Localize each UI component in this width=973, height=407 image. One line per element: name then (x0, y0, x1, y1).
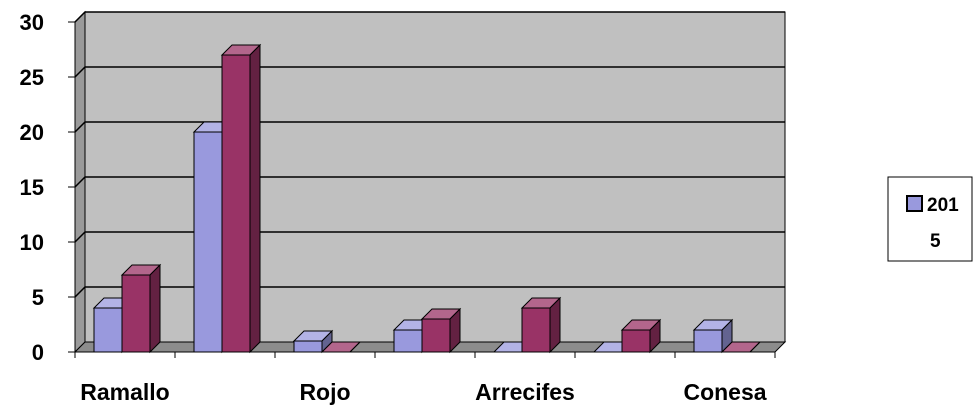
bar-front (221, 54, 251, 353)
legend-entry-line-2: 5 (930, 231, 941, 252)
bar-side (349, 341, 361, 353)
bar-front (93, 307, 123, 353)
y-tick-label: 15 (20, 175, 44, 200)
y-tick-label: 30 (20, 10, 44, 35)
gridline (74, 231, 785, 243)
bar (420, 307, 462, 354)
bar-front (293, 340, 323, 353)
y-tick-label: 10 (20, 230, 44, 255)
gridlines (74, 11, 785, 298)
bar (620, 318, 662, 354)
gridline (74, 66, 785, 78)
bar-side (249, 43, 261, 354)
y-tick-label: 20 (20, 120, 44, 145)
bar (520, 296, 562, 354)
y-axis-tick-labels: 0 5 10 15 20 25 30 (20, 10, 44, 365)
legend-entry-line-1: 201 (927, 195, 959, 216)
legend: 201 5 (887, 176, 973, 262)
bar-side (449, 307, 461, 354)
legend-box (887, 176, 973, 262)
bar-side (549, 296, 561, 354)
bar-front (193, 131, 223, 353)
gridline (74, 176, 785, 188)
bar-side (149, 263, 161, 354)
x-category-label: Ramallo (80, 379, 169, 405)
y-tick-label: 0 (32, 340, 44, 365)
x-category-label: Conesa (683, 379, 766, 405)
x-axis-category-labels: Ramallo Rojo Arrecifes Conesa (80, 379, 766, 405)
bar (720, 341, 762, 353)
legend-swatch (906, 195, 923, 212)
bar-front (421, 318, 451, 353)
gridline (74, 11, 785, 23)
chart-walls (73, 10, 787, 354)
bar-front (393, 329, 423, 353)
bar (292, 329, 334, 354)
bar (220, 43, 262, 354)
y-tick-label: 5 (32, 285, 44, 310)
bar (120, 263, 162, 354)
bar-front (121, 274, 151, 353)
bar-side (749, 341, 761, 353)
bar (692, 318, 734, 354)
bar (320, 341, 362, 353)
x-category-label: Rojo (299, 379, 350, 405)
x-category-label: Arrecifes (475, 379, 575, 405)
bar-front (521, 307, 551, 353)
bar-side (649, 318, 661, 354)
bar-front (621, 329, 651, 353)
y-tick-label: 25 (20, 65, 44, 90)
bars (92, 43, 762, 354)
gridline (74, 286, 785, 298)
bar-front (693, 329, 723, 353)
gridline (74, 121, 785, 133)
